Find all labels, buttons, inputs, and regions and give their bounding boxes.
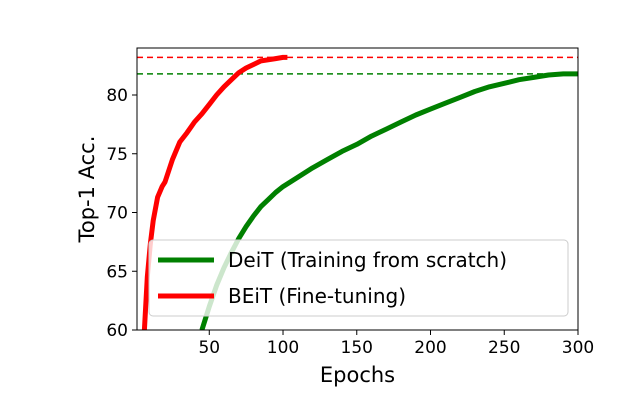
reference-lines bbox=[137, 56, 578, 75]
x-tick-label: 100 bbox=[267, 338, 299, 358]
y-tick-label: 75 bbox=[106, 145, 128, 165]
x-axis-label: Epochs bbox=[320, 363, 395, 387]
x-tick-label: 50 bbox=[198, 338, 220, 358]
x-tick-label: 200 bbox=[414, 338, 446, 358]
legend-label-beit: BEiT (Fine-tuning) bbox=[228, 284, 406, 308]
legend-box bbox=[148, 239, 569, 317]
plot-frame bbox=[136, 47, 579, 331]
series-line-1 bbox=[141, 54, 288, 330]
x-tick-label: 250 bbox=[488, 338, 520, 358]
y-axis-ticks: 60 65 70 75 80 bbox=[106, 86, 137, 341]
y-tick-label: 80 bbox=[106, 86, 128, 106]
legend-label-deit: DeiT (Training from scratch) bbox=[228, 248, 507, 272]
y-tick-label: 60 bbox=[106, 321, 128, 341]
legend: DeiT (Training from scratch) BEiT (Fine-… bbox=[148, 239, 569, 317]
series-line-0 bbox=[199, 71, 578, 330]
y-tick-label: 65 bbox=[106, 262, 128, 282]
x-tick-label: 150 bbox=[341, 338, 373, 358]
x-tick-label: 300 bbox=[562, 338, 594, 358]
x-axis-ticks: 50 100 150 200 250 300 bbox=[198, 330, 594, 358]
y-axis-label: Top-1 Acc. bbox=[75, 136, 99, 244]
y-tick-label: 70 bbox=[106, 204, 128, 224]
series-lines bbox=[141, 54, 578, 330]
